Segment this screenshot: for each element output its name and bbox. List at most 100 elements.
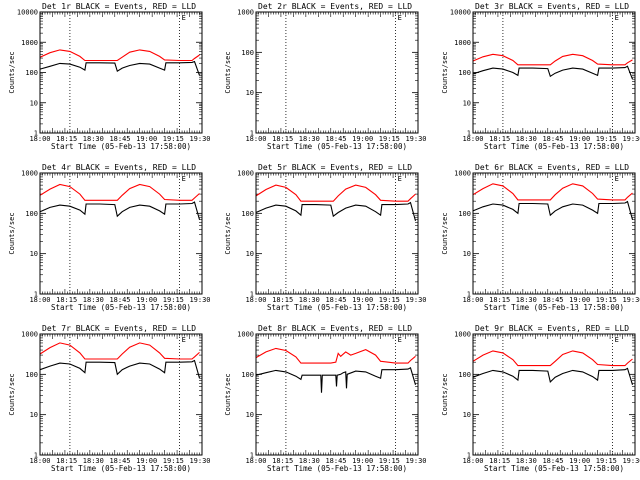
x-axis-label: Start Time (05-Feb-13 17:58:00) [484, 464, 624, 473]
x-tick-label: 18:00 [462, 135, 483, 143]
x-tick-label: 18:15 [489, 296, 510, 304]
y-tick-label: 10 [246, 250, 254, 258]
y-tick-label: 1000 [21, 331, 38, 339]
x-tick-label: 19:30 [405, 296, 426, 304]
x-tick-label: 18:15 [56, 135, 77, 143]
panel-title: Det 7r BLACK = Events, RED = LLD [42, 324, 196, 333]
event-marker-label: E [398, 175, 402, 183]
x-tick-label: 19:00 [569, 135, 590, 143]
lld-series-line [255, 184, 416, 202]
y-tick-label: 1000 [237, 9, 254, 17]
x-tick-label: 18:30 [299, 457, 320, 465]
x-tick-label: 18:00 [245, 135, 266, 143]
y-axis-label: Counts/sec [8, 373, 16, 415]
x-tick-label: 18:30 [83, 296, 104, 304]
plot-frame [39, 11, 203, 134]
x-tick-label: 18:30 [83, 457, 104, 465]
y-axis-label: Counts/sec [441, 212, 449, 254]
y-tick-label: 1 [467, 452, 471, 460]
x-tick-label: 18:00 [245, 457, 266, 465]
event-marker-label: E [615, 175, 619, 183]
lld-series-line [39, 183, 200, 201]
plot-frame [472, 333, 636, 456]
event-marker-label: E [615, 14, 619, 22]
panel-title: Det 9r BLACK = Events, RED = LLD [475, 324, 629, 333]
panel-det-6: Det 6r BLACK = Events, RED = LLD E 1 10 100 1… [441, 163, 640, 312]
x-tick-label: 18:00 [245, 296, 266, 304]
x-tick-label: 18:15 [56, 296, 77, 304]
x-axis-label: Start Time (05-Feb-13 17:58:00) [267, 303, 407, 312]
panel-det-2: Det 2r BLACK = Events, RED = LLD E 1 10 100 1… [224, 2, 427, 151]
y-tick-label: 1 [34, 452, 38, 460]
y-tick-label: 100 [241, 210, 254, 218]
lld-series-line [39, 49, 200, 62]
x-tick-label: 19:00 [352, 457, 373, 465]
x-tick-label: 19:15 [596, 457, 617, 465]
lld-series-line [472, 53, 633, 66]
x-tick-label: 19:15 [163, 296, 184, 304]
events-series-line [255, 201, 417, 222]
y-axis-label: Counts/sec [224, 51, 232, 93]
panel-title: Det 8r BLACK = Events, RED = LLD [258, 324, 412, 333]
x-tick-label: 19:30 [622, 296, 640, 304]
lld-series-line [472, 183, 633, 201]
panel-det-4: Det 4r BLACK = Events, RED = LLD E 1 10 100 1… [8, 163, 211, 312]
x-tick-label: 18:45 [542, 135, 563, 143]
event-marker-label: E [182, 14, 186, 22]
y-tick-label: 100 [25, 69, 38, 77]
x-tick-label: 18:30 [516, 135, 537, 143]
x-tick-label: 19:30 [405, 135, 426, 143]
x-tick-label: 19:30 [189, 296, 210, 304]
x-tick-label: 19:30 [622, 457, 640, 465]
y-axis-label: Counts/sec [8, 212, 16, 254]
lld-series-line [472, 350, 633, 367]
x-tick-label: 18:00 [29, 135, 50, 143]
x-tick-label: 19:00 [569, 296, 590, 304]
y-tick-label: 100 [458, 210, 471, 218]
x-axis-label: Start Time (05-Feb-13 17:58:00) [484, 142, 624, 151]
panel-det-3: Det 3r BLACK = Events, RED = LLD E 1 10 100 1… [441, 2, 640, 151]
x-axis-label: Start Time (05-Feb-13 17:58:00) [484, 303, 624, 312]
x-tick-label: 19:00 [136, 296, 157, 304]
plot-frame [472, 172, 636, 295]
x-tick-label: 19:00 [569, 457, 590, 465]
y-tick-label: 1000 [21, 170, 38, 178]
y-tick-label: 1000 [237, 170, 254, 178]
y-tick-label: 1000 [454, 331, 471, 339]
x-tick-label: 18:00 [462, 296, 483, 304]
x-tick-label: 18:00 [462, 457, 483, 465]
event-marker-label: E [182, 175, 186, 183]
x-tick-label: 18:30 [299, 135, 320, 143]
y-tick-label: 10 [30, 99, 38, 107]
x-tick-label: 18:30 [516, 457, 537, 465]
x-tick-label: 18:45 [325, 135, 346, 143]
plot-frame [39, 172, 203, 295]
x-tick-label: 18:00 [29, 296, 50, 304]
events-series-line [39, 201, 201, 220]
panel-title: Det 5r BLACK = Events, RED = LLD [258, 163, 412, 172]
event-marker-label: E [398, 336, 402, 344]
x-tick-label: 19:30 [189, 135, 210, 143]
x-tick-label: 18:45 [109, 296, 130, 304]
panel-det-1: Det 1r BLACK = Events, RED = LLD E 1 10 100 1… [8, 2, 211, 151]
y-axis-label: Counts/sec [441, 51, 449, 93]
y-tick-label: 1 [467, 291, 471, 299]
x-tick-label: 19:30 [189, 457, 210, 465]
x-axis-label: Start Time (05-Feb-13 17:58:00) [51, 142, 191, 151]
events-series-line [39, 359, 201, 379]
y-tick-label: 100 [458, 69, 471, 77]
y-tick-label: 10000 [17, 9, 38, 17]
y-tick-label: 10 [30, 250, 38, 258]
x-tick-label: 18:15 [272, 457, 293, 465]
plot-frame [255, 172, 419, 295]
x-tick-label: 19:15 [596, 296, 617, 304]
x-tick-label: 19:30 [622, 135, 640, 143]
x-tick-label: 19:15 [163, 457, 184, 465]
y-tick-label: 10 [463, 99, 471, 107]
y-tick-label: 10 [246, 89, 254, 97]
x-tick-label: 19:00 [352, 296, 373, 304]
x-tick-label: 18:15 [272, 296, 293, 304]
y-tick-label: 1 [34, 291, 38, 299]
x-tick-label: 19:15 [379, 457, 400, 465]
